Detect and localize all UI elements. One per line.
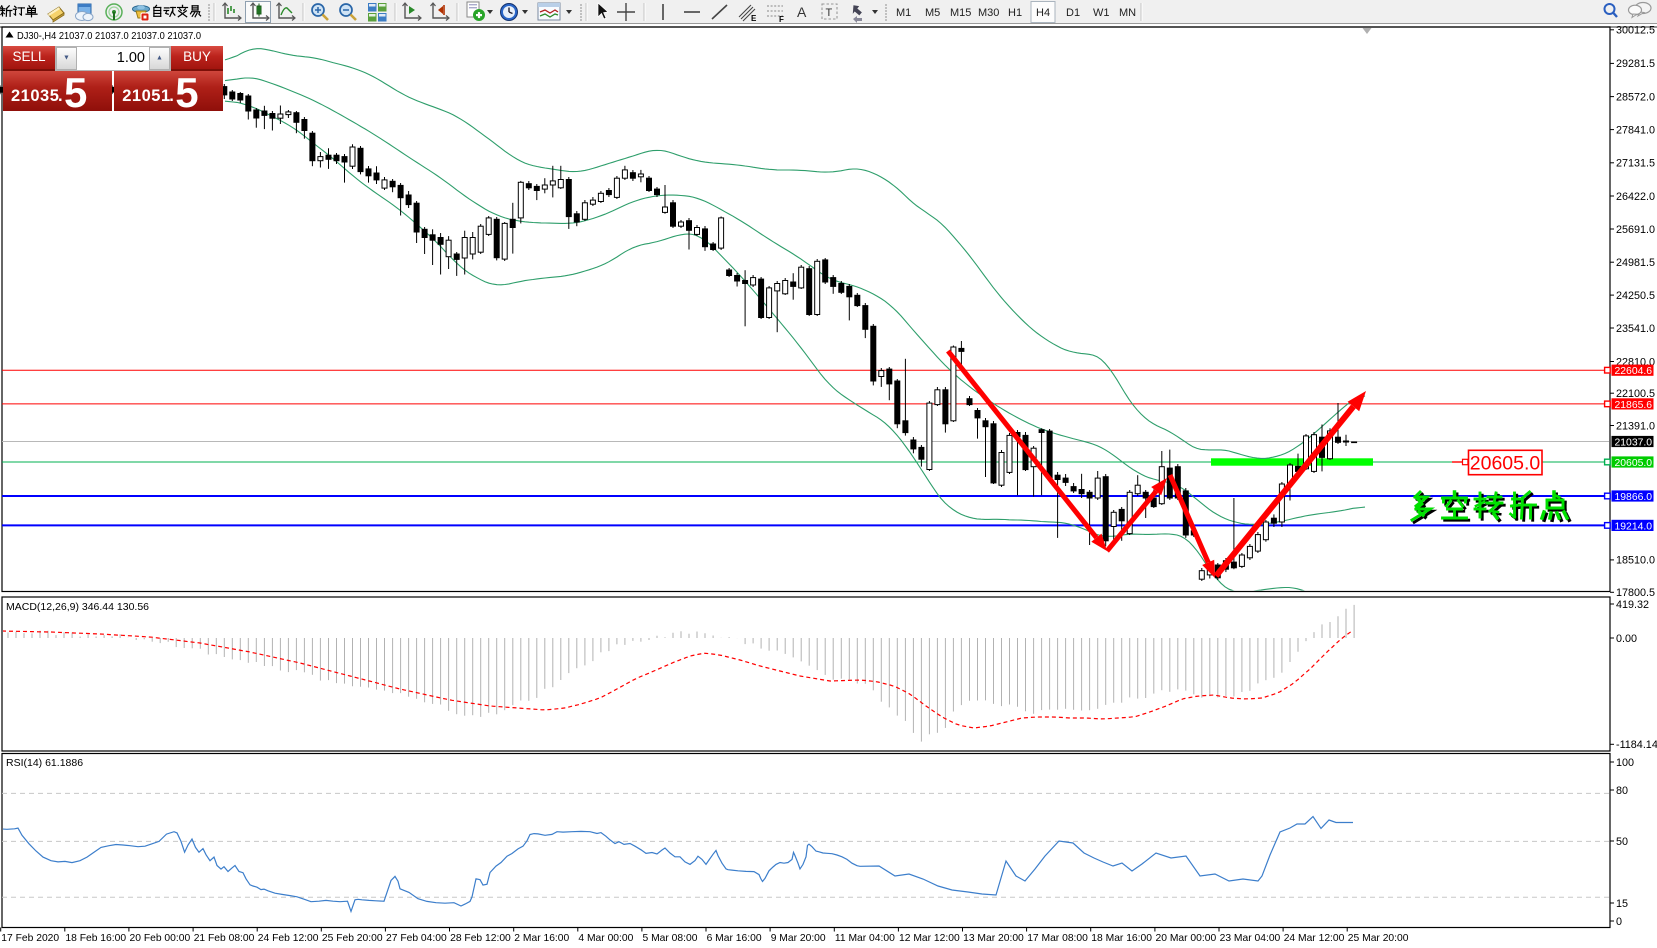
svg-text:26422.0: 26422.0 bbox=[1616, 191, 1655, 203]
svg-text:17 Mar 08:00: 17 Mar 08:00 bbox=[1027, 933, 1088, 944]
svg-text:MN: MN bbox=[1119, 7, 1136, 19]
svg-text:100: 100 bbox=[1616, 757, 1634, 769]
svg-text:21 Feb 08:00: 21 Feb 08:00 bbox=[194, 933, 255, 944]
svg-text:20 Mar 00:00: 20 Mar 00:00 bbox=[1156, 933, 1217, 944]
svg-text:23541.0: 23541.0 bbox=[1616, 323, 1655, 335]
svg-text:D1: D1 bbox=[1066, 7, 1080, 19]
svg-text:A: A bbox=[797, 4, 807, 20]
svg-text:20605.0: 20605.0 bbox=[1470, 453, 1541, 475]
svg-text:27131.5: 27131.5 bbox=[1616, 158, 1655, 170]
svg-text:MACD(12,26,9) 346.44 130.56: MACD(12,26,9) 346.44 130.56 bbox=[6, 601, 149, 613]
svg-text:M30: M30 bbox=[978, 7, 999, 19]
svg-text:M5: M5 bbox=[925, 7, 940, 19]
svg-text:18 Mar 16:00: 18 Mar 16:00 bbox=[1091, 933, 1152, 944]
svg-text:17 Feb 2020: 17 Feb 2020 bbox=[1, 933, 59, 944]
svg-text:17800.5: 17800.5 bbox=[1616, 587, 1655, 599]
svg-text:50: 50 bbox=[1616, 836, 1628, 848]
svg-text:M15: M15 bbox=[950, 7, 971, 19]
svg-text:E: E bbox=[751, 14, 757, 23]
svg-text:419.32: 419.32 bbox=[1616, 599, 1649, 611]
svg-text:27841.0: 27841.0 bbox=[1616, 124, 1655, 136]
svg-text:24 Feb 12:00: 24 Feb 12:00 bbox=[258, 933, 319, 944]
svg-text:21391.0: 21391.0 bbox=[1616, 420, 1655, 432]
svg-text:24 Mar 12:00: 24 Mar 12:00 bbox=[1284, 933, 1345, 944]
svg-text:0.00: 0.00 bbox=[1616, 633, 1637, 645]
svg-text:T: T bbox=[826, 7, 833, 19]
svg-text:9 Mar 20:00: 9 Mar 20:00 bbox=[771, 933, 826, 944]
svg-text:21037.0: 21037.0 bbox=[1615, 438, 1653, 449]
svg-text:18 Feb 16:00: 18 Feb 16:00 bbox=[65, 933, 126, 944]
svg-text:29281.5: 29281.5 bbox=[1616, 58, 1655, 70]
svg-text:2 Mar 16:00: 2 Mar 16:00 bbox=[514, 933, 569, 944]
svg-text:21865.6: 21865.6 bbox=[1615, 400, 1653, 411]
svg-text:25691.0: 25691.0 bbox=[1616, 224, 1655, 236]
svg-text:80: 80 bbox=[1616, 785, 1628, 797]
svg-text:22100.5: 22100.5 bbox=[1616, 388, 1655, 400]
svg-text:23 Mar 04:00: 23 Mar 04:00 bbox=[1220, 933, 1281, 944]
svg-text:20605.0: 20605.0 bbox=[1615, 458, 1653, 469]
svg-text:W1: W1 bbox=[1093, 7, 1110, 19]
svg-text:24250.5: 24250.5 bbox=[1616, 290, 1655, 302]
svg-text:30012.5: 30012.5 bbox=[1616, 25, 1655, 37]
svg-text:20 Feb 00:00: 20 Feb 00:00 bbox=[130, 933, 191, 944]
svg-text:H4: H4 bbox=[1036, 7, 1050, 19]
svg-text:RSI(14) 61.1886: RSI(14) 61.1886 bbox=[6, 757, 83, 769]
svg-text:28 Feb 12:00: 28 Feb 12:00 bbox=[450, 933, 511, 944]
svg-text:-1184.14: -1184.14 bbox=[1616, 739, 1657, 751]
svg-text:H1: H1 bbox=[1008, 7, 1022, 19]
svg-text:4 Mar 00:00: 4 Mar 00:00 bbox=[578, 933, 633, 944]
svg-text:F: F bbox=[779, 15, 784, 24]
svg-text:25 Mar 20:00: 25 Mar 20:00 bbox=[1348, 933, 1409, 944]
svg-text:13 Mar 20:00: 13 Mar 20:00 bbox=[963, 933, 1024, 944]
svg-text:22604.6: 22604.6 bbox=[1615, 366, 1653, 377]
svg-text:M1: M1 bbox=[896, 7, 911, 19]
svg-text:11 Mar 04:00: 11 Mar 04:00 bbox=[835, 933, 895, 944]
svg-text:25 Feb 20:00: 25 Feb 20:00 bbox=[322, 933, 383, 944]
svg-text:28572.0: 28572.0 bbox=[1616, 91, 1655, 103]
svg-text:0: 0 bbox=[1616, 916, 1622, 928]
svg-text:DJ30-,H4 21037.0 21037.0 2103: DJ30-,H4 21037.0 21037.0 21037.0 21037.0 bbox=[17, 31, 201, 42]
svg-text:15: 15 bbox=[1616, 898, 1628, 910]
svg-text:6 Mar 16:00: 6 Mar 16:00 bbox=[707, 933, 762, 944]
svg-text:18510.0: 18510.0 bbox=[1616, 555, 1655, 567]
svg-text:24981.5: 24981.5 bbox=[1616, 257, 1655, 269]
svg-text:27 Feb 04:00: 27 Feb 04:00 bbox=[386, 933, 447, 944]
svg-text:5 Mar 08:00: 5 Mar 08:00 bbox=[643, 933, 698, 944]
svg-text:19866.0: 19866.0 bbox=[1615, 492, 1653, 503]
svg-text:12 Mar 12:00: 12 Mar 12:00 bbox=[899, 933, 960, 944]
svg-text:19214.0: 19214.0 bbox=[1615, 521, 1653, 532]
